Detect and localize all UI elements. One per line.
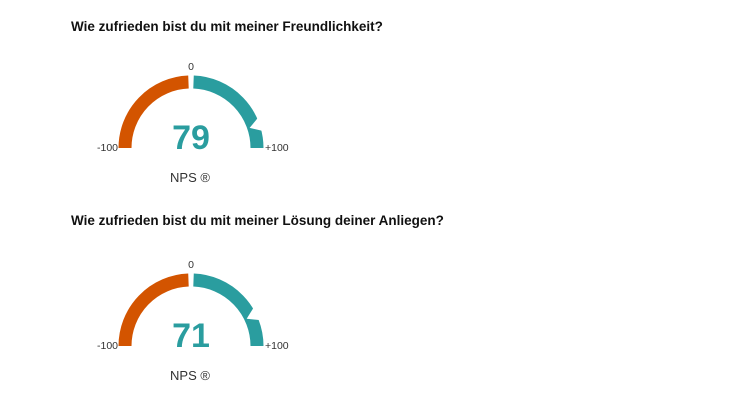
nps-score: 79 xyxy=(172,119,210,157)
gauge-min-label: -100 xyxy=(97,340,118,352)
gauge-positive-arc xyxy=(193,75,264,149)
gauge-value-marker xyxy=(249,116,265,132)
gauge-negative-arc xyxy=(118,75,189,149)
question-title-2: Wie zufrieden bist du mit meiner Lösung … xyxy=(71,213,444,228)
gauge-max-label: +100 xyxy=(265,142,289,154)
nps-label: NPS ® xyxy=(170,170,210,185)
gauge-negative-arc xyxy=(118,273,189,347)
nps-gauge-1: -100 0 +100 79 NPS ® xyxy=(97,61,289,185)
gauge-mid-label: 0 xyxy=(188,61,194,73)
gauge-value-marker xyxy=(246,306,262,321)
nps-label: NPS ® xyxy=(170,368,210,383)
nps-gauge-2: -100 0 +100 71 NPS ® xyxy=(97,259,289,383)
nps-score: 71 xyxy=(172,317,210,355)
gauge-mid-label: 0 xyxy=(188,259,194,271)
question-title-1: Wie zufrieden bist du mit meiner Freundl… xyxy=(71,19,383,34)
gauge-min-label: -100 xyxy=(97,142,118,154)
gauge-max-label: +100 xyxy=(265,340,289,352)
gauge-positive-arc xyxy=(193,273,264,347)
